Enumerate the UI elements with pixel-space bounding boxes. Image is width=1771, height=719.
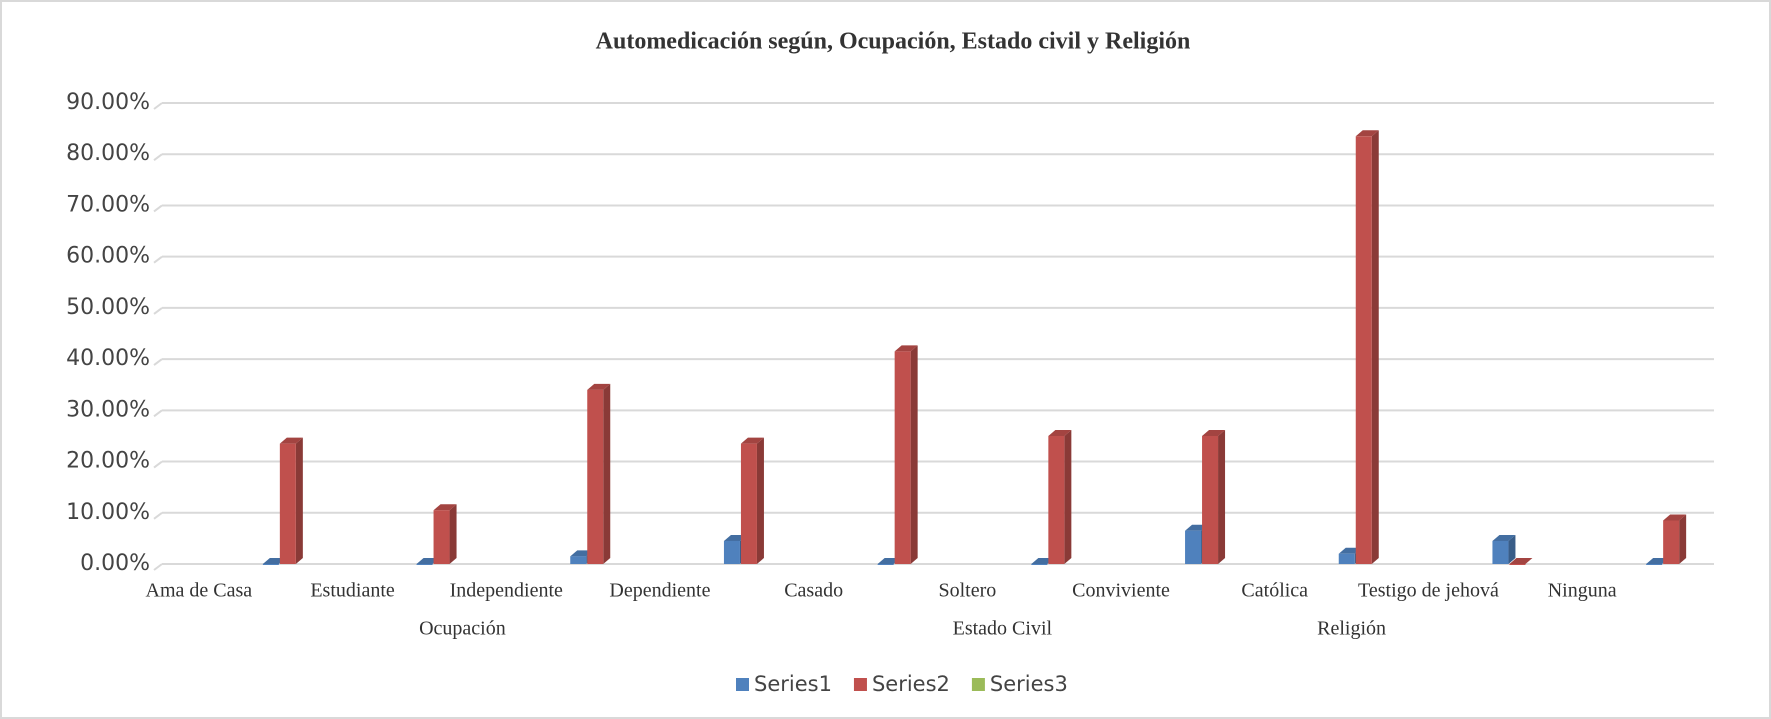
x-tick-label: Testigo de jehová (1358, 580, 1499, 602)
bar-side (756, 437, 764, 564)
grid-depth (153, 511, 163, 520)
x-tick-label: Ninguna (1548, 580, 1617, 602)
bar (1202, 435, 1219, 564)
y-tick-label: 60.00% (66, 244, 150, 269)
bar-side (1371, 130, 1379, 565)
bar (1185, 530, 1202, 564)
x-tick-label: Dependiente (609, 580, 710, 602)
grid-depth (153, 204, 163, 213)
legend-label: Series3 (990, 672, 1068, 696)
y-tick-label: 40.00% (66, 346, 150, 371)
bar-top (1509, 558, 1533, 564)
grid-depth (153, 409, 163, 418)
y-tick-label: 90.00% (66, 90, 150, 115)
bar-top (1492, 534, 1516, 541)
bar-side (1508, 534, 1516, 564)
legend-label: Series1 (754, 672, 832, 696)
legend-swatch (853, 678, 867, 691)
bar-top (587, 383, 611, 390)
x-tick-label: Independiente (450, 580, 563, 602)
bar-top (1663, 514, 1687, 521)
bar (1031, 564, 1048, 565)
bar-side (1064, 429, 1072, 564)
y-tick-label: 80.00% (66, 141, 150, 166)
bar-side (910, 345, 918, 564)
bar-top (1355, 130, 1379, 137)
grid-depth (153, 102, 163, 110)
bar (433, 510, 450, 564)
bar (1492, 540, 1509, 564)
bar (1646, 564, 1663, 565)
bar-side (1218, 429, 1226, 564)
grid-depth (153, 255, 163, 264)
grid-depth (153, 460, 163, 469)
bar (723, 540, 740, 564)
group-label: Estado Civil (953, 618, 1053, 640)
x-tick-label: Estudiante (310, 580, 395, 602)
bar-top (894, 345, 918, 352)
bar (262, 564, 279, 565)
bar (1338, 553, 1355, 564)
grid-depth (153, 307, 163, 315)
bar (1509, 564, 1526, 565)
x-tick-label: Católica (1241, 580, 1308, 602)
bar (894, 351, 911, 564)
bar (279, 443, 296, 564)
bar (1663, 520, 1680, 564)
bar (1355, 136, 1372, 565)
x-tick-label: Conviviente (1072, 580, 1170, 602)
bar (570, 556, 587, 564)
x-tick-label: Casado (784, 580, 843, 602)
legend-label: Series2 (872, 672, 950, 696)
group-label: Ocupación (419, 618, 506, 640)
group-label: Religión (1317, 618, 1386, 640)
bar (877, 564, 894, 565)
grid-depth (153, 358, 163, 366)
bar (416, 564, 433, 565)
y-tick-label: 20.00% (66, 449, 150, 474)
chart-title: Automedicación según, Ocupación, Estado … (596, 29, 1191, 55)
y-tick-label: 70.00% (66, 192, 150, 217)
bar-side (603, 383, 611, 564)
y-tick-label: 30.00% (66, 397, 150, 422)
bar-top (740, 437, 764, 444)
bar-side (449, 504, 457, 564)
y-tick-label: 0.00% (80, 551, 150, 576)
bar (740, 443, 757, 564)
bar-top (1048, 429, 1072, 436)
y-tick-label: 10.00% (66, 500, 150, 525)
x-tick-label: Ama de Casa (146, 580, 253, 602)
x-tick-label: Soltero (938, 580, 996, 602)
y-tick-label: 50.00% (66, 295, 150, 320)
grid-depth (153, 153, 163, 162)
bar-top (433, 504, 457, 511)
bar-top (279, 437, 303, 444)
grid-depth (153, 563, 163, 571)
bar-side (295, 437, 303, 564)
legend-swatch (971, 678, 985, 691)
bar-side (1679, 514, 1687, 564)
bar (587, 389, 604, 564)
legend-swatch (736, 678, 749, 691)
bar (1048, 435, 1065, 564)
bar-top (1202, 429, 1226, 436)
